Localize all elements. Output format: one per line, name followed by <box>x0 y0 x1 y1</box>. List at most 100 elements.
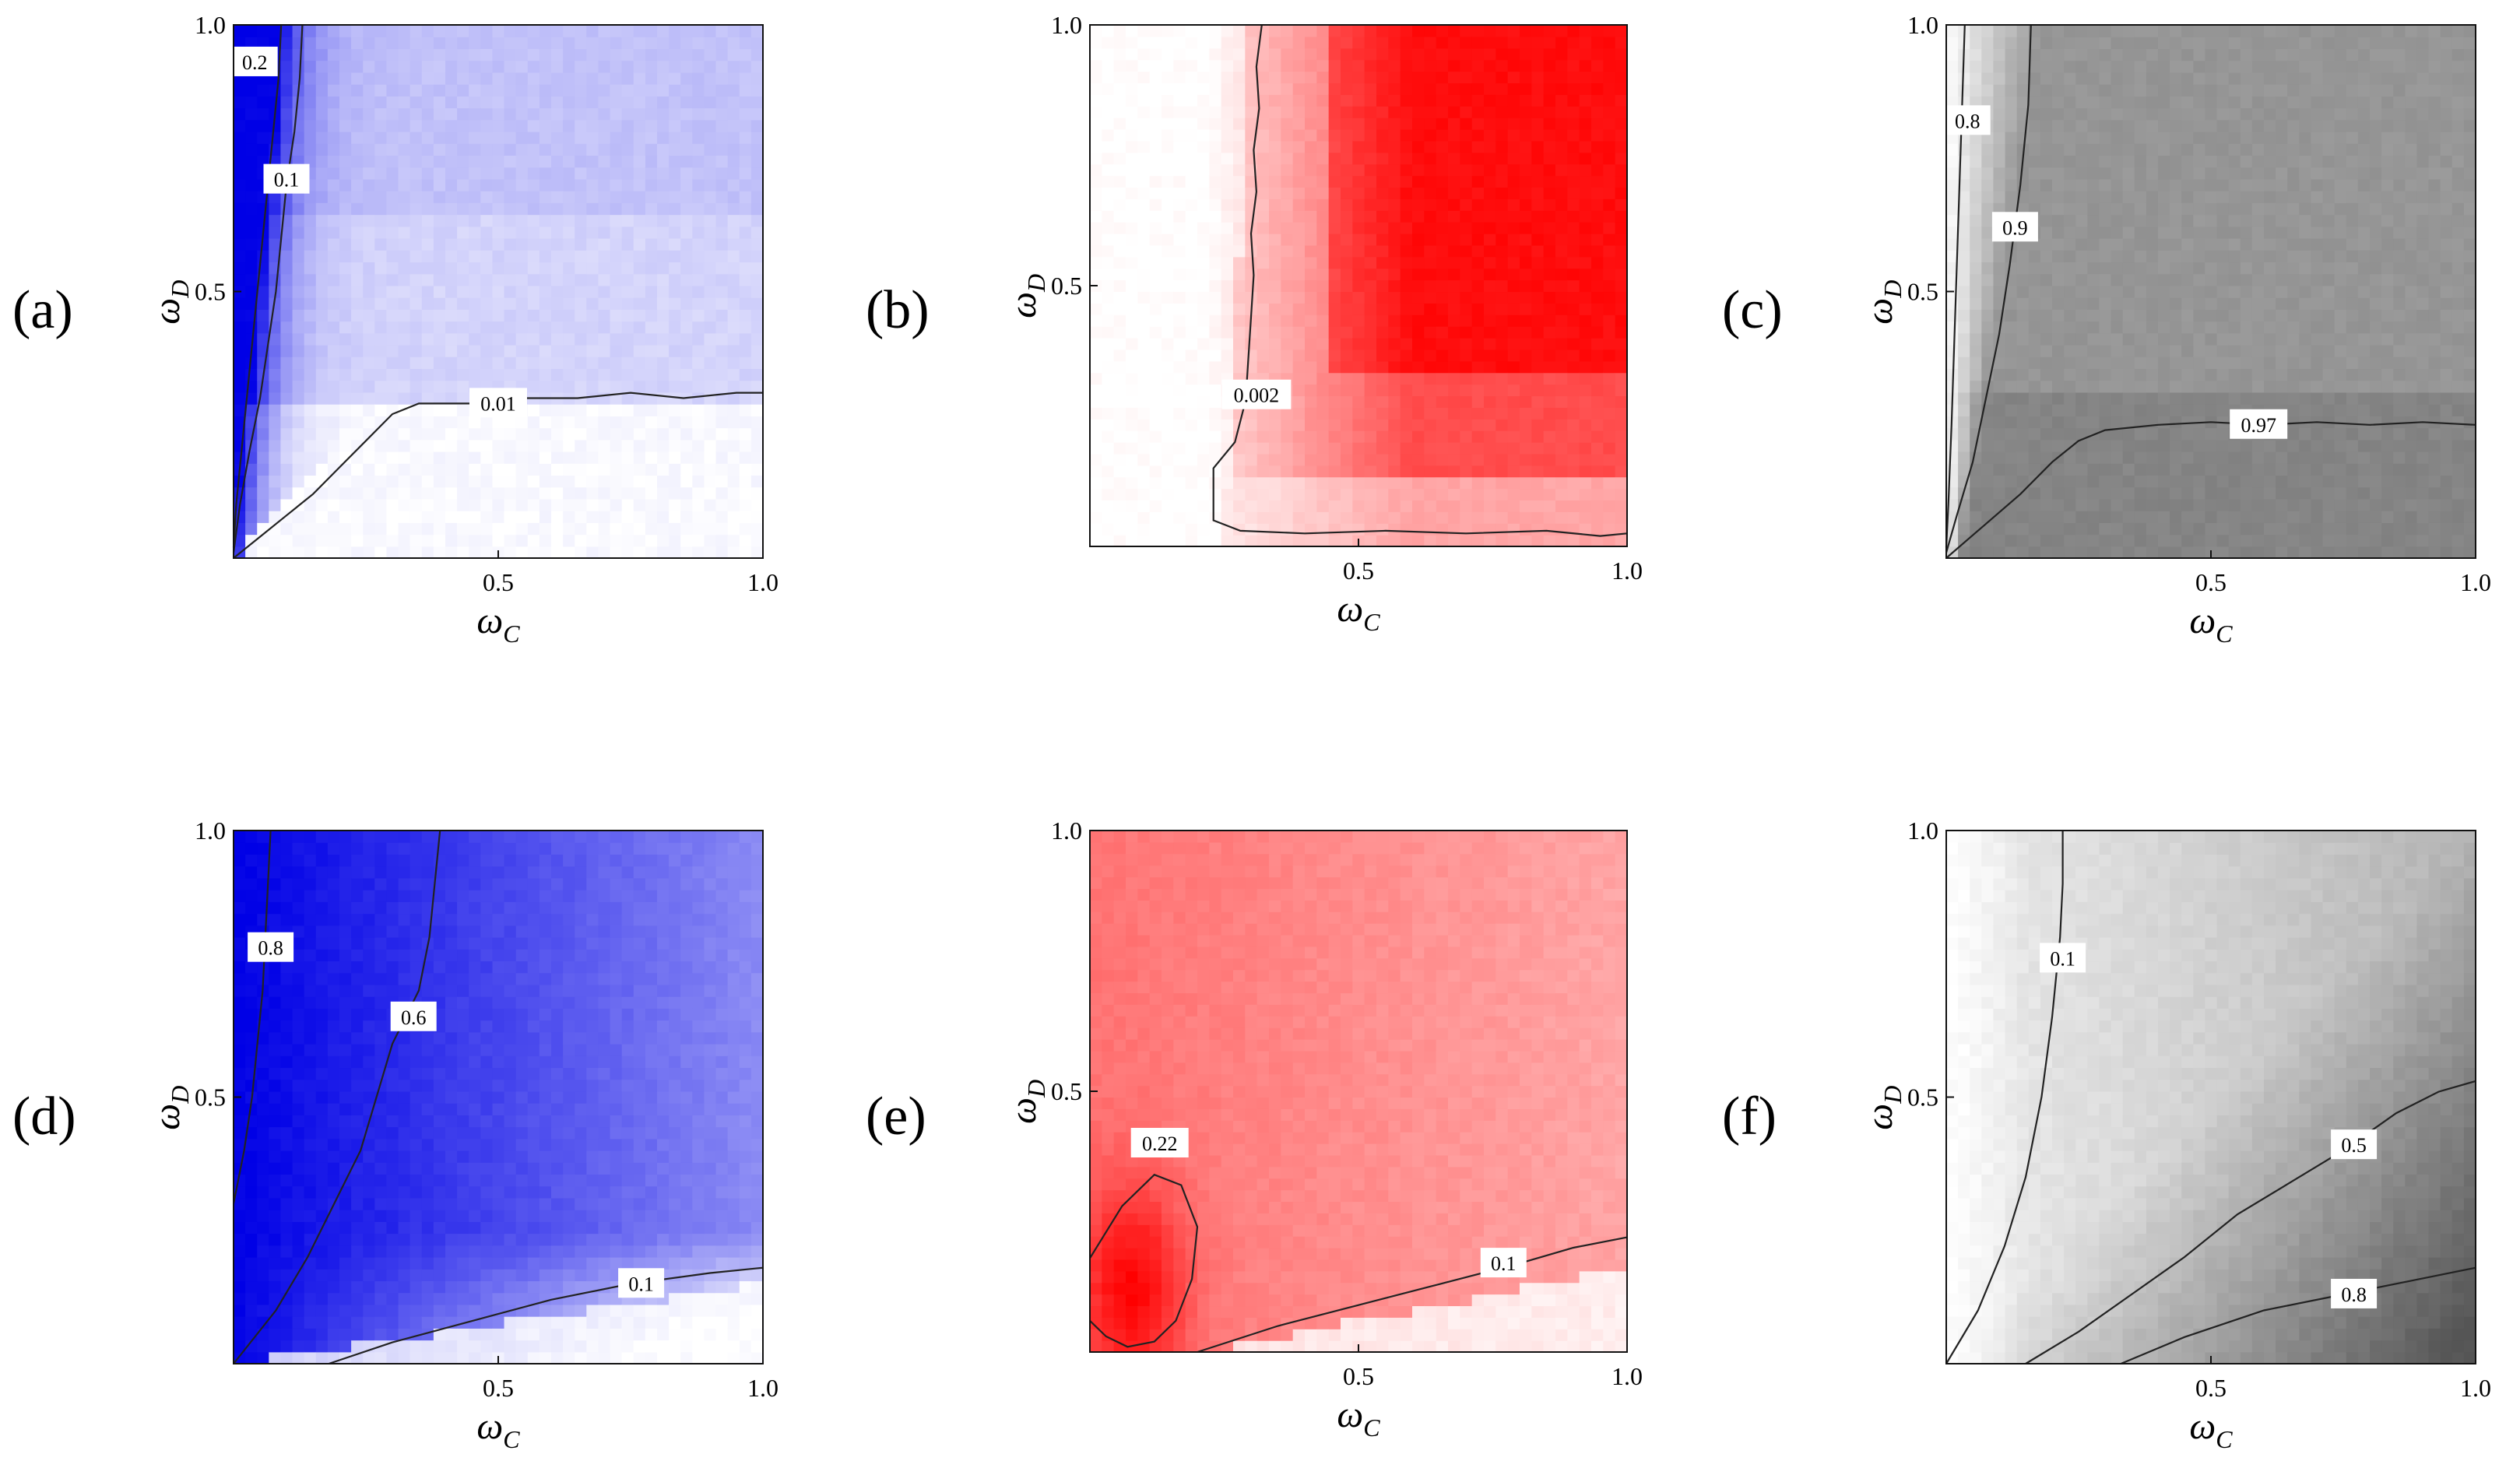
heatmap-cell <box>1615 163 1628 177</box>
heatmap-cell <box>1436 268 1449 281</box>
heatmap-cell <box>1328 71 1341 84</box>
heatmap-cell <box>657 439 670 452</box>
heatmap-cell <box>1471 279 1485 293</box>
heatmap-cell <box>2087 498 2100 511</box>
x-tick-label: 0.5 <box>483 568 514 596</box>
heatmap-cell <box>2146 404 2159 416</box>
heatmap-cell <box>1364 511 1377 524</box>
heatmap-cell <box>704 546 717 559</box>
heatmap-cell <box>1364 465 1377 478</box>
heatmap-cell <box>1137 314 1151 327</box>
heatmap-cell <box>1981 416 1995 429</box>
heatmap-cell <box>2075 522 2088 536</box>
heatmap-cell <box>1281 268 1294 281</box>
heatmap-cell <box>1113 71 1126 84</box>
heatmap-cell <box>1113 175 1126 188</box>
heatmap-cell <box>739 178 752 191</box>
heatmap-cell <box>704 143 717 156</box>
heatmap-cell <box>1993 178 2006 191</box>
heatmap-cell <box>1507 419 1520 431</box>
heatmap-cell <box>315 60 329 73</box>
heatmap-cell <box>257 546 269 559</box>
heatmap-cell <box>2052 60 2065 73</box>
heatmap-cell <box>563 546 575 559</box>
heatmap-cell <box>1471 268 1485 281</box>
heatmap-cell <box>1102 129 1115 142</box>
heatmap-cell <box>586 380 599 393</box>
heatmap-cell <box>1543 349 1556 362</box>
heatmap-cell <box>1970 498 1982 511</box>
heatmap-cell <box>2158 132 2170 144</box>
heatmap-cell <box>739 273 752 286</box>
heatmap-cell <box>1162 163 1174 177</box>
heatmap-cell <box>245 178 258 191</box>
heatmap-cell <box>645 178 658 191</box>
heatmap-cell <box>1460 349 1473 362</box>
heatmap-cell <box>2005 309 2018 322</box>
heatmap-cell <box>1341 222 1353 234</box>
heatmap-cell <box>715 297 729 310</box>
heatmap-cell <box>586 84 599 97</box>
y-tick-label: 0.5 <box>195 278 226 306</box>
heatmap-cell <box>1126 314 1138 327</box>
heatmap-cell <box>304 202 317 216</box>
heatmap-cell <box>2005 107 2018 121</box>
heatmap-cell <box>1173 129 1186 142</box>
heatmap-cell <box>1102 488 1115 501</box>
heatmap-cell <box>598 48 611 61</box>
heatmap-cell <box>315 84 329 97</box>
heatmap-cell <box>2146 191 2159 203</box>
heatmap-cell <box>715 132 729 144</box>
heatmap-cell <box>1400 36 1413 49</box>
heatmap-cell <box>1946 167 1959 180</box>
heatmap-cell <box>2040 439 2053 452</box>
heatmap-cell <box>2064 321 2076 334</box>
heatmap-cell <box>1531 140 1545 153</box>
heatmap-cell <box>669 451 681 464</box>
heatmap-cell <box>575 475 587 488</box>
heatmap-cell <box>2016 321 2030 334</box>
heatmap-cell <box>351 119 364 132</box>
heatmap-cell <box>1981 250 1995 263</box>
heatmap-cell <box>2170 380 2182 393</box>
heatmap-cell <box>1305 500 1317 512</box>
heatmap-cell <box>692 356 705 370</box>
heatmap-cell <box>1221 256 1234 269</box>
heatmap-cell <box>315 191 329 203</box>
heatmap-cell <box>1233 59 1246 72</box>
heatmap-cell <box>1233 326 1246 339</box>
heatmap-cell <box>1364 256 1377 269</box>
heatmap-cell <box>1233 511 1246 524</box>
heatmap-cell <box>1341 291 1353 304</box>
heatmap-cell <box>304 309 317 322</box>
heatmap-cell <box>575 202 587 216</box>
heatmap-cell <box>1993 439 2006 452</box>
heatmap-cell <box>504 155 517 168</box>
heatmap-cell <box>2146 238 2159 251</box>
heatmap-cell <box>292 48 305 61</box>
heatmap-cell <box>1388 338 1401 350</box>
heatmap-cell <box>1603 118 1616 130</box>
heatmap-cell <box>1436 500 1449 512</box>
heatmap-cell <box>586 285 599 298</box>
heatmap-cell <box>621 119 634 132</box>
heatmap-cell <box>2170 416 2182 429</box>
heatmap-cell <box>2146 143 2159 156</box>
heatmap-cell <box>704 119 717 132</box>
heatmap-cell <box>1269 535 1281 547</box>
heatmap-cell <box>1520 395 1532 408</box>
heatmap-cell <box>257 534 269 547</box>
heatmap-cell <box>1102 36 1115 49</box>
heatmap-cell <box>692 427 705 441</box>
heatmap-cell <box>1981 48 1995 61</box>
heatmap-cell <box>234 250 246 263</box>
heatmap-cell <box>1316 129 1330 142</box>
heatmap-cell <box>292 321 305 334</box>
heatmap-cell <box>2170 60 2182 73</box>
heatmap-cell <box>421 321 434 334</box>
heatmap-cell <box>1981 178 1995 191</box>
heatmap-cell <box>1388 244 1401 258</box>
heatmap-cell <box>1137 94 1151 107</box>
heatmap-cell <box>2158 119 2170 132</box>
heatmap-cell <box>680 262 693 275</box>
